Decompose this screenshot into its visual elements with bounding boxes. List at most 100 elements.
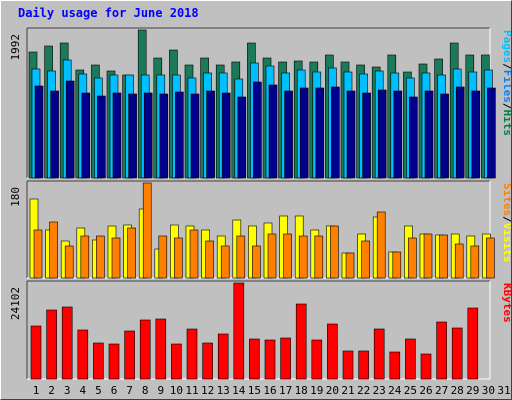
sites-bar bbox=[439, 234, 448, 279]
pages-bar bbox=[299, 87, 309, 179]
x-tick-label: 13 bbox=[217, 384, 230, 397]
kbytes-bar bbox=[467, 307, 479, 380]
pages-bar bbox=[112, 92, 122, 179]
pages-bar bbox=[253, 81, 262, 179]
kbytes-legend-label: KBytes bbox=[501, 283, 511, 323]
x-tick-label: 1 bbox=[33, 384, 40, 397]
sites-bar bbox=[252, 245, 261, 279]
sites-bar bbox=[392, 251, 402, 279]
sites-bar bbox=[33, 229, 43, 279]
kbytes-bar bbox=[420, 353, 432, 380]
y-max-label: 1992 bbox=[9, 34, 22, 61]
x-tick-label: 12 bbox=[201, 384, 214, 397]
series-legend: KBytes bbox=[501, 283, 511, 323]
kbytes-bar bbox=[389, 351, 401, 380]
sites-bar bbox=[470, 245, 480, 279]
sites-bar bbox=[236, 235, 246, 279]
sites-bar bbox=[205, 240, 214, 279]
sites-bar bbox=[158, 235, 168, 279]
kbytes-bar bbox=[280, 337, 291, 380]
y-max-label: 180 bbox=[9, 187, 22, 207]
x-tick-label: 21 bbox=[341, 384, 354, 397]
visits-legend-label: Visits bbox=[501, 223, 511, 263]
kbytes-bar bbox=[264, 339, 276, 380]
kbytes-bar bbox=[233, 282, 245, 380]
pages-bar bbox=[50, 90, 59, 179]
kbytes-bar bbox=[436, 321, 447, 380]
legend-separator: / bbox=[501, 216, 511, 223]
kbytes-bar bbox=[139, 319, 151, 380]
x-tick-label: 5 bbox=[95, 384, 102, 397]
pages-bar bbox=[346, 90, 356, 179]
kbytes-bar bbox=[451, 327, 463, 380]
x-tick-label: 16 bbox=[263, 384, 276, 397]
sites-bar bbox=[49, 221, 58, 279]
x-tick-label: 10 bbox=[170, 384, 183, 397]
x-tick-label: 18 bbox=[295, 384, 308, 397]
sites-bar bbox=[376, 211, 386, 279]
sites-bar bbox=[330, 225, 339, 279]
y-max-label: 24102 bbox=[9, 287, 22, 320]
sites-bar bbox=[142, 182, 152, 279]
pages-bar bbox=[159, 93, 169, 179]
sites-bar bbox=[283, 233, 292, 279]
kbytes-bar bbox=[311, 339, 323, 380]
x-tick-label: 26 bbox=[419, 384, 432, 397]
sites-bar bbox=[423, 233, 433, 279]
x-tick-label: 7 bbox=[126, 384, 133, 397]
pages-bar bbox=[65, 80, 75, 179]
kbytes-bar bbox=[327, 323, 338, 380]
sites-bar bbox=[189, 229, 199, 279]
x-tick-label: 27 bbox=[435, 384, 448, 397]
pages-bar bbox=[284, 90, 293, 179]
kbytes-bar bbox=[217, 333, 229, 380]
pages-bar bbox=[268, 84, 278, 179]
x-tick-label: 11 bbox=[185, 384, 198, 397]
x-tick-label: 31 bbox=[497, 384, 510, 397]
sites-bar bbox=[267, 233, 277, 279]
sites-bar bbox=[408, 237, 417, 279]
x-tick-label: 2 bbox=[48, 384, 55, 397]
x-tick-label: 22 bbox=[357, 384, 370, 397]
pages-bar bbox=[190, 93, 200, 179]
pages-bar bbox=[362, 92, 371, 179]
x-tick-label: 25 bbox=[404, 384, 417, 397]
pages-bar bbox=[377, 89, 387, 179]
x-tick-label: 4 bbox=[79, 384, 86, 397]
x-tick-label: 15 bbox=[248, 384, 261, 397]
pages-bar bbox=[221, 92, 231, 179]
files-legend-label: Files bbox=[501, 70, 511, 103]
pages-bar bbox=[487, 87, 496, 179]
x-tick-label: 9 bbox=[157, 384, 164, 397]
legend-separator: / bbox=[501, 63, 511, 70]
sites-bar bbox=[111, 237, 121, 279]
x-tick-label: 8 bbox=[142, 384, 149, 397]
pages-bar bbox=[471, 90, 481, 179]
sites-bar bbox=[486, 237, 495, 279]
pages-bar bbox=[34, 85, 44, 179]
x-tick-label: 20 bbox=[326, 384, 339, 397]
sites-bar bbox=[174, 237, 183, 279]
pages-bar bbox=[440, 93, 449, 179]
kbytes-bar bbox=[373, 328, 385, 380]
x-tick-label: 29 bbox=[466, 384, 479, 397]
kbytes-bar bbox=[295, 303, 307, 380]
pages-bar bbox=[393, 90, 403, 179]
x-tick-label: 14 bbox=[232, 384, 246, 397]
x-tick-label: 3 bbox=[64, 384, 71, 397]
x-tick-label: 19 bbox=[310, 384, 323, 397]
pages-bar bbox=[175, 91, 184, 179]
sites-bar bbox=[220, 245, 230, 279]
pages-bar bbox=[455, 86, 465, 179]
sites-bar bbox=[361, 240, 370, 279]
x-tick-label: 28 bbox=[451, 384, 464, 397]
kbytes-bar bbox=[61, 306, 73, 380]
sites-bar bbox=[80, 235, 90, 279]
kbytes-bar bbox=[93, 342, 104, 380]
panel-visits: 180 Sites/Visits bbox=[9, 180, 511, 279]
chart-title: Daily usage for June 2018 bbox=[18, 6, 199, 20]
kbytes-bar bbox=[405, 338, 416, 380]
